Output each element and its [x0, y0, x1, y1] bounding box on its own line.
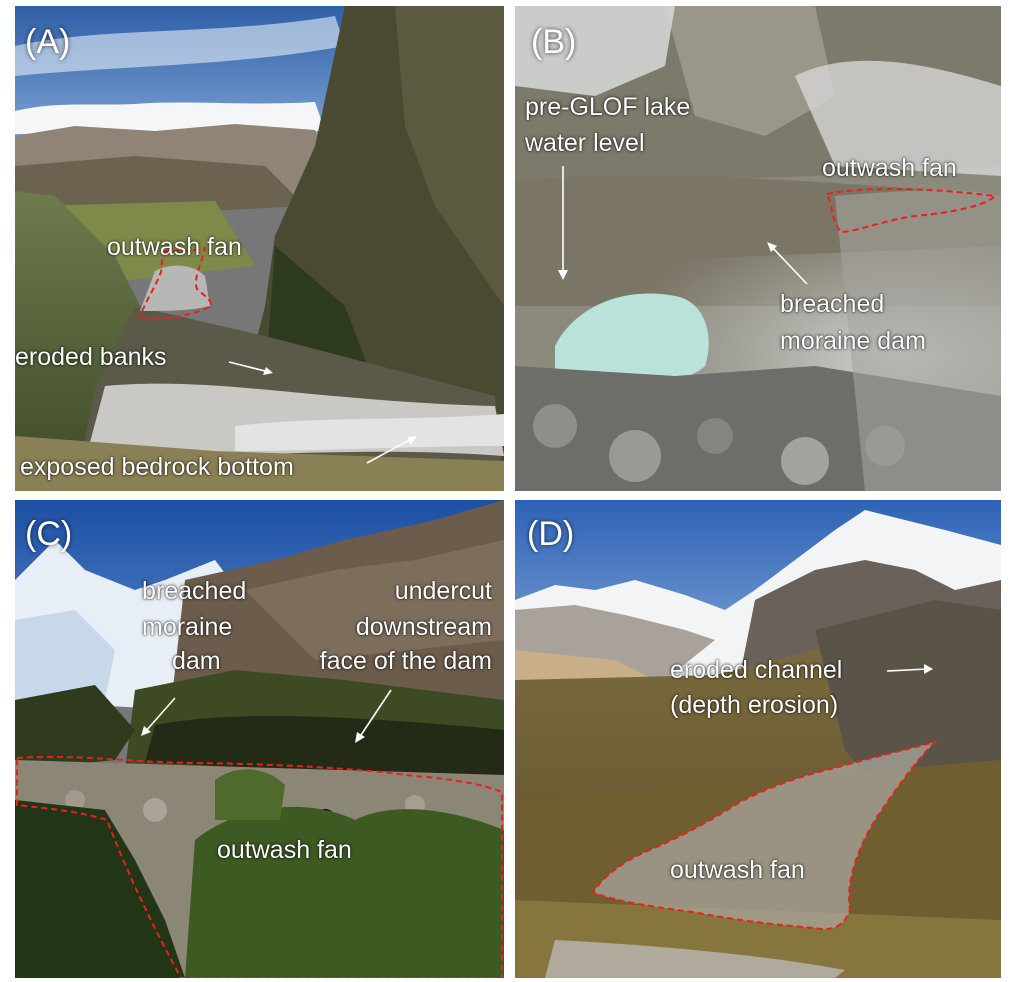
undercut-label-line-1: undercut: [394, 577, 492, 605]
outwash-fan-label: outwash fan: [107, 233, 242, 261]
eroded-channel-label-line-1: eroded channel: [670, 656, 843, 684]
panel-a-photo: (A) outwash fan eroded banks exposed bed…: [15, 6, 504, 491]
panel-b-tag: (B): [531, 23, 577, 61]
undercut-label-line-3: face of the dam: [319, 647, 492, 675]
panel-d-photo: (D) eroded channel (depth erosion) outwa…: [515, 500, 1001, 978]
panel-c-photo: (C) breached moraine dam undercut downst…: [15, 500, 504, 978]
outwash-fan-label: outwash fan: [822, 154, 957, 182]
moraine-dam-label-line-1: breached: [142, 577, 247, 605]
panel-b-photo: (B) pre-GLOF lake water level outwash fa…: [515, 6, 1001, 491]
eroded-banks-label: eroded banks: [15, 343, 167, 371]
moraine-dam-label-line-2: moraine: [142, 613, 233, 641]
outwash-fan-label: outwash fan: [217, 836, 352, 864]
panel-d-scene: [515, 500, 1001, 978]
panel-d-tag: (D): [527, 515, 575, 553]
panel-b-scene: [515, 6, 1001, 491]
moraine-dam-label-line-1: breached: [780, 290, 885, 318]
moraine-dam-label-line-2: moraine dam: [780, 327, 926, 355]
panel-c-tag: (C): [25, 515, 73, 553]
panel-c-scene: [15, 500, 504, 978]
lake-level-label-line-2: water level: [525, 129, 645, 157]
panel-a-tag: (A): [25, 23, 71, 61]
bedrock-label: exposed bedrock bottom: [20, 453, 294, 481]
outwash-fan-label: outwash fan: [670, 856, 805, 884]
panel-a-scene: [15, 6, 504, 491]
eroded-channel-label-line-2: (depth erosion): [670, 691, 839, 719]
lake-level-label-line-1: pre-GLOF lake: [525, 93, 691, 121]
moraine-dam-label-line-3: dam: [172, 647, 221, 675]
undercut-label-line-2: downstream: [355, 613, 492, 641]
